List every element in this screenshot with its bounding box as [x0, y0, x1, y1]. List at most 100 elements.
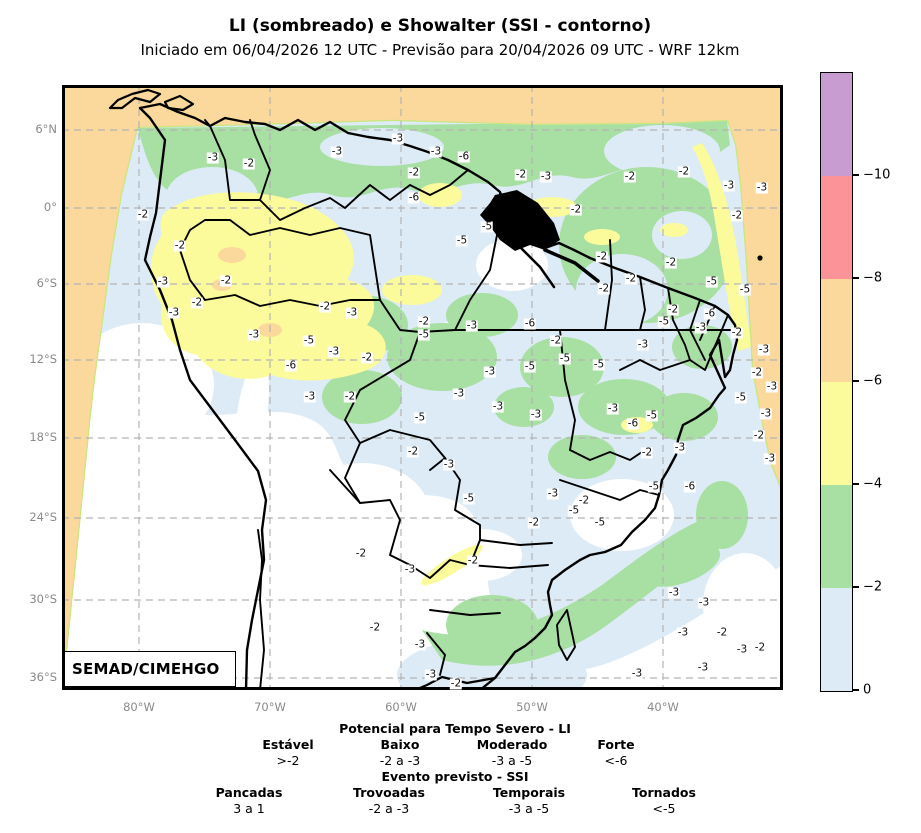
data-dot — [757, 255, 763, 261]
contour-label: -3 — [491, 400, 505, 413]
contour-label: -3 — [722, 179, 736, 192]
contour-label: -2 — [136, 208, 150, 221]
contour-label: -2 — [466, 554, 480, 567]
contour-label: -2 — [514, 168, 528, 181]
contour-label: -2 — [343, 390, 357, 403]
colorbar — [820, 72, 853, 692]
colorbar-segment — [821, 382, 852, 485]
contour-label: -5 — [593, 516, 607, 529]
legend-ssi-range: -2 a -3 — [368, 801, 410, 816]
legend-section-title: Evento previsto - SSI — [381, 769, 529, 784]
contour-label: -2 — [730, 326, 744, 339]
contour-label: -2 — [752, 429, 766, 442]
contour-label: -3 — [424, 668, 438, 681]
contour-label: -2 — [664, 256, 678, 269]
contour-label: -3 — [345, 306, 359, 319]
contour-label: -3 — [206, 151, 220, 164]
contour-label: -6 — [284, 359, 298, 372]
contour-label: -2 — [173, 239, 187, 252]
legend-li-range: -3 a -5 — [491, 753, 533, 768]
legend-li-name: Baixo — [380, 737, 420, 752]
contour-label: -2 — [354, 547, 368, 560]
legend-ssi-range: <-5 — [652, 801, 676, 816]
contour-label: -2 — [569, 203, 583, 216]
contour-label: -3 — [539, 170, 553, 183]
x-tick-label: 80°W — [123, 700, 155, 714]
contour-label: -3 — [156, 275, 170, 288]
contour-label: -3 — [247, 328, 261, 341]
coastline-and-borders — [108, 88, 763, 690]
colorbar-tick — [852, 689, 859, 691]
x-tick-label: 50°W — [516, 700, 548, 714]
legend-row: Pancadas Trovoadas Temporais Tornados — [0, 785, 921, 801]
y-tick-label: 12°S — [29, 352, 57, 366]
contour-label: -3 — [606, 402, 620, 415]
contour-label: -3 — [636, 338, 650, 351]
contour-label: -2 — [677, 165, 691, 178]
colorbar-tick-label: −4 — [863, 476, 883, 492]
y-tick-label: 36°S — [29, 670, 57, 684]
contour-label: -6 — [523, 317, 537, 330]
contour-label: -3 — [763, 452, 777, 465]
contour-label: -2 — [368, 621, 382, 634]
legend-ssi-name: Pancadas — [215, 785, 283, 800]
contour-label: -6 — [407, 191, 421, 204]
contour-label: -2 — [640, 446, 654, 459]
contour-label: -6 — [683, 480, 697, 493]
contour-label: -2 — [318, 300, 332, 313]
contour-label: -3 — [452, 387, 466, 400]
contour-label: -3 — [391, 132, 405, 145]
contour-label: -2 — [750, 366, 764, 379]
colorbar-tick — [852, 586, 859, 588]
colorbar-tick-label: −8 — [863, 270, 883, 286]
contour-label: -5 — [455, 234, 469, 247]
colorbar-tick — [852, 277, 859, 279]
legend-li-name: Forte — [597, 737, 635, 752]
contour-label: -5 — [734, 391, 748, 404]
contour-label: -3 — [483, 365, 497, 378]
legend-section-title: Potencial para Tempo Severo - LI — [339, 721, 571, 736]
shading-patches — [62, 119, 783, 690]
contour-label: -5 — [592, 358, 606, 371]
contour-label: -2 — [597, 282, 611, 295]
contour-label: -3 — [667, 586, 681, 599]
figure-subtitle: Iniciado em 06/04/2026 12 UTC - Previsão… — [140, 41, 740, 59]
contour-label: -2 — [219, 274, 233, 287]
contour-label: -5 — [413, 411, 427, 424]
colorbar-tick-label: −10 — [863, 167, 891, 183]
colorbar-tick-label: 0 — [863, 682, 872, 698]
legend-ssi-range: -3 a -5 — [508, 801, 550, 816]
colorbar-segment — [821, 588, 852, 691]
amazon-river-mouth — [480, 190, 560, 251]
colorbar-segment — [821, 279, 852, 382]
contour-label: -2 — [730, 209, 744, 222]
contour-label: -2 — [190, 296, 204, 309]
legend-row: >-2 -2 a -3 -3 a -5 <-6 — [0, 753, 921, 769]
contour-label: -5 — [567, 504, 581, 517]
contour-label: -5 — [417, 328, 431, 341]
contour-label: -3 — [442, 458, 456, 471]
legend-li-name: Estável — [262, 737, 314, 752]
contour-label: -2 — [360, 351, 374, 364]
x-tick-label: 40°W — [647, 700, 679, 714]
contour-label: -5 — [657, 315, 671, 328]
contour-label: -2 — [753, 641, 767, 654]
contour-label: -2 — [527, 516, 541, 529]
legend-ssi-name: Tornados — [632, 785, 696, 800]
contour-label: -2 — [595, 250, 609, 263]
contour-label: -3 — [546, 487, 560, 500]
contour-label: -2 — [623, 170, 637, 183]
contour-label: -3 — [303, 390, 317, 403]
contour-label: -3 — [755, 181, 769, 194]
contour-label: -5 — [523, 360, 537, 373]
legend-li-range: >-2 — [276, 753, 300, 768]
watermark-box: SEMAD/CIMEHGO — [64, 651, 236, 687]
contour-label: -2 — [449, 677, 463, 690]
contour-label: -5 — [302, 334, 316, 347]
contour-label: -3 — [413, 638, 427, 651]
contour-label: -3 — [673, 441, 687, 454]
y-tick-label: 0° — [43, 200, 57, 214]
legend-li-name: Moderado — [476, 737, 548, 752]
contour-label: -3 — [167, 306, 181, 319]
legend-row: Evento previsto - SSI — [0, 769, 921, 785]
